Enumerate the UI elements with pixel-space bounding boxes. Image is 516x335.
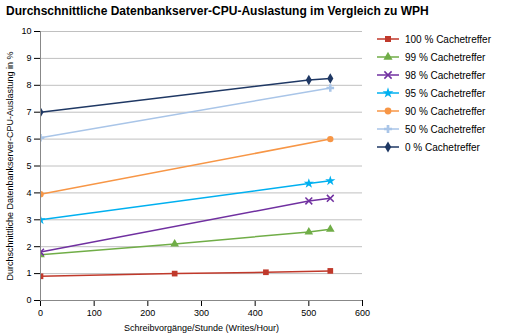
svg-text:7: 7: [26, 107, 31, 117]
svg-text:2: 2: [26, 242, 31, 252]
svg-text:3: 3: [26, 215, 31, 225]
svg-text:Durchschnittliche Datenbankser: Durchschnittliche Datenbankserver-CPU-Au…: [5, 51, 15, 280]
html-text:90 % Cachetreffer: 90 % Cachetreffer: [405, 105, 486, 117]
svg-text:6: 6: [26, 134, 31, 144]
html-text:0 % Cachetreffer: 0 % Cachetreffer: [405, 141, 480, 153]
html-text:Durchschnittliche Datenbankser: Durchschnittliche Datenbankserver-CPU-Au…: [6, 4, 429, 18]
svg-text:100: 100: [87, 308, 102, 318]
svg-text:8: 8: [26, 80, 31, 90]
svg-text:9: 9: [26, 53, 31, 63]
svg-text:400: 400: [248, 308, 263, 318]
svg-text:Schreibvorgänge/Stunde (Writes: Schreibvorgänge/Stunde (Writes/Hour): [124, 323, 279, 333]
svg-text:600: 600: [355, 308, 370, 318]
svg-text:200: 200: [140, 308, 155, 318]
svg-text:300: 300: [194, 308, 209, 318]
html-text:50 % Cachetreffer: 50 % Cachetreffer: [405, 123, 486, 135]
svg-text:10: 10: [21, 26, 31, 36]
html-text:100 % Cachetreffer: 100 % Cachetreffer: [405, 33, 491, 45]
html-text:98 % Cachetreffer: 98 % Cachetreffer: [405, 69, 486, 81]
svg-text:500: 500: [301, 308, 316, 318]
html-text:95 % Cachetreffer: 95 % Cachetreffer: [405, 87, 486, 99]
svg-text:4: 4: [26, 188, 31, 198]
svg-text:0: 0: [38, 308, 43, 318]
svg-text:5: 5: [26, 161, 31, 171]
html-text:99 % Cachetreffer: 99 % Cachetreffer: [405, 51, 486, 63]
svg-text:0: 0: [26, 295, 31, 305]
svg-text:1: 1: [26, 268, 31, 278]
